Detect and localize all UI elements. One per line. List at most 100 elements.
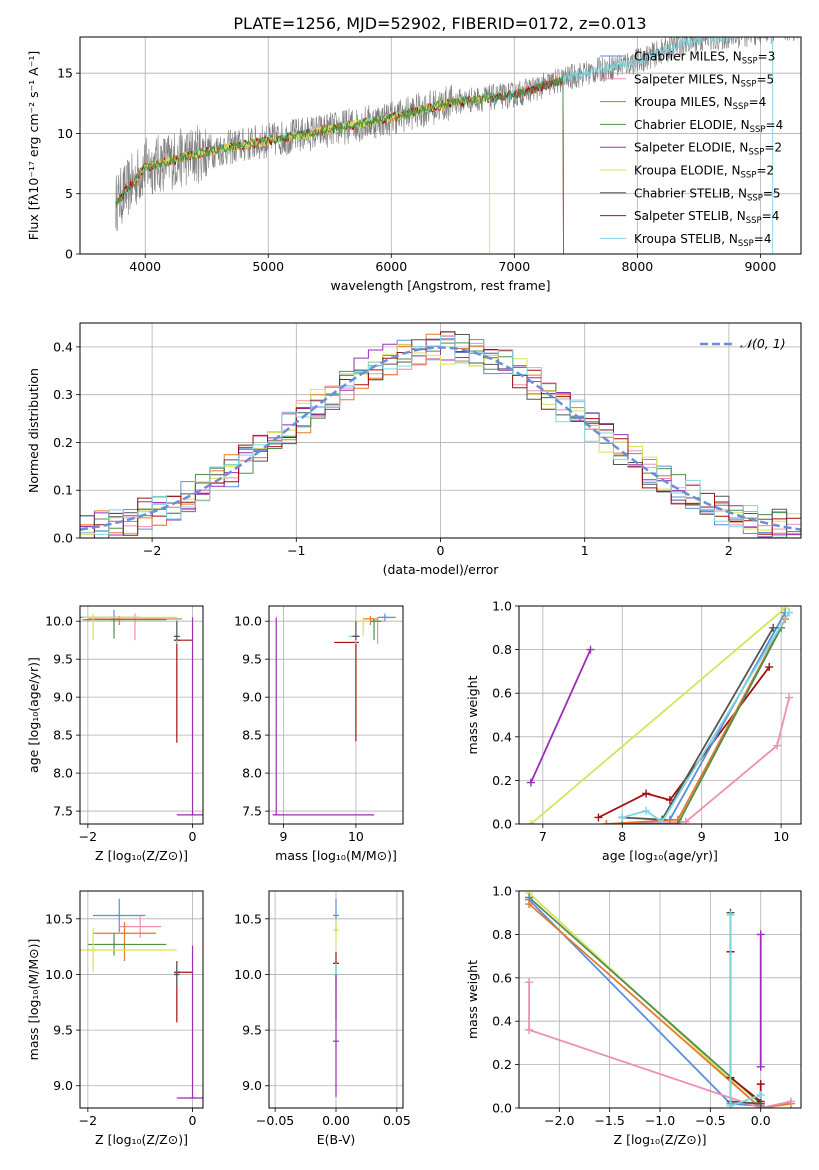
legend-tail: =2 xyxy=(756,164,774,178)
y-axis-label: mass weight xyxy=(465,960,480,1039)
plot-age_vs_mass: 9 10 7.5 8.0 8.5 9.0 9.5 10.0 mass [log₁₀(M/M⊙)] xyxy=(234,605,404,863)
data-point xyxy=(119,915,162,938)
x-tick-label: 6000 xyxy=(375,259,407,274)
legend-entry: Salpeter MILES, NSSP=5 xyxy=(634,72,774,89)
x-tick-label: 9 xyxy=(280,829,288,844)
legend-tail: =4 xyxy=(766,118,784,132)
legend-entry: Kroupa STELIB, NSSP=4 xyxy=(634,232,772,249)
series-path xyxy=(622,627,782,824)
series-marker xyxy=(673,820,682,824)
legend-entry: Chabrier STELIB, NSSP=5 xyxy=(634,186,781,203)
series-line xyxy=(525,893,765,1108)
legend-label: Kroupa ELODIE, N xyxy=(634,164,741,178)
plot-area xyxy=(269,606,403,824)
plot-area xyxy=(519,891,801,1108)
y-tick-label: 8.5 xyxy=(53,728,73,743)
series-path xyxy=(729,951,762,1104)
series-marker xyxy=(785,693,794,702)
legend-entry: Kroupa ELODIE, NSSP=2 xyxy=(634,164,774,181)
data-point xyxy=(176,945,203,1099)
y-tick-label: 0.4 xyxy=(492,729,512,744)
y-tick-label: 10 xyxy=(57,126,73,141)
series-marker xyxy=(769,623,778,632)
data-point xyxy=(82,617,167,639)
x-tick-label: 2 xyxy=(725,543,733,558)
series-path xyxy=(530,607,786,824)
plot-area xyxy=(269,891,403,1108)
x-tick-label: −1 xyxy=(287,543,305,558)
y-tick-label: 10.0 xyxy=(234,614,262,629)
plot-weight_vs_z: −2.0 −1.5 −1.0 −0.5 0.0 0.0 0.2 0.4 0.6 0.8 1.0 Z [… xyxy=(465,884,802,1147)
x-tick-label: 0 xyxy=(189,1113,197,1128)
series-marker xyxy=(785,608,794,617)
y-tick-label: 9.5 xyxy=(242,652,262,667)
series-marker xyxy=(756,1080,765,1089)
x-tick-label: 1 xyxy=(581,543,589,558)
y-tick-label: 0.6 xyxy=(492,970,512,985)
grid xyxy=(80,37,801,254)
plot-area xyxy=(80,37,801,254)
y-tick-label: 0.2 xyxy=(492,773,512,788)
data-point xyxy=(333,918,339,947)
data-point xyxy=(370,618,382,641)
axes-frame xyxy=(79,36,802,255)
series-line xyxy=(618,608,794,824)
x-tick-label: 0.0 xyxy=(751,1113,771,1128)
axes-frame xyxy=(518,605,802,825)
grid xyxy=(519,606,801,824)
x-tick-label: 9 xyxy=(698,829,706,844)
x-tick-label: 10 xyxy=(773,829,789,844)
y-tick-label: 0.2 xyxy=(492,1057,512,1072)
x-tick-label: 9000 xyxy=(744,259,776,274)
plot-mass_vs_ebv: −0.05 0.00 0.05 9.0 9.5 10.0 10.5 E(B-V) xyxy=(234,890,411,1147)
y-tick-label: 9.0 xyxy=(53,690,73,705)
series-marker xyxy=(642,789,651,798)
series-marker xyxy=(594,813,603,822)
x-tick-label: −1.0 xyxy=(645,1113,675,1128)
x-axis-label: Z [log₁₀(Z/Z⊙)] xyxy=(614,1132,707,1147)
legend-tail: =4 xyxy=(754,232,772,246)
legend-tail: =3 xyxy=(758,50,776,64)
y-tick-label: 0 xyxy=(65,247,73,262)
y-tick-label: 7.5 xyxy=(242,804,262,819)
y-tick-label: 10.0 xyxy=(45,614,73,629)
y-axis-label: age [log₁₀(age/yr)] xyxy=(26,657,41,773)
x-tick-label: 10 xyxy=(348,829,364,844)
y-tick-label: 9.0 xyxy=(242,690,262,705)
model-line xyxy=(115,75,564,254)
series-marker xyxy=(525,900,534,909)
legend-sub: SSP xyxy=(733,102,749,112)
data-point xyxy=(355,617,371,637)
series-marker xyxy=(726,910,735,919)
series-marker xyxy=(765,663,774,672)
y-tick-label: 8.0 xyxy=(53,766,73,781)
plot-weight_vs_age: 7 8 9 10 0.0 0.2 0.4 0.6 0.8 1.0 age [log₁₀(age/yr… xyxy=(465,599,802,863)
y-axis-label: mass [log₁₀(M/M⊙)] xyxy=(26,939,41,1061)
legend: Chabrier MILES, N SSP =3 Salpeter MILES, NS… xyxy=(600,50,783,249)
series-marker xyxy=(657,817,666,824)
series-marker xyxy=(526,778,535,787)
x-tick-label: 0.05 xyxy=(383,1113,411,1128)
legend-entry: Kroupa MILES, NSSP=4 xyxy=(634,95,766,112)
y-tick-label: 15 xyxy=(57,66,73,81)
y-tick-label: 10.0 xyxy=(45,967,73,982)
series-marker xyxy=(602,820,611,824)
y-tick-label: 1.0 xyxy=(492,884,512,899)
data-point xyxy=(173,621,180,641)
legend-sub: SSP xyxy=(748,148,764,158)
series-marker xyxy=(773,741,782,750)
x-tick-label: 5000 xyxy=(252,259,284,274)
series-path xyxy=(622,612,790,824)
y-axis-label: Normed distribution xyxy=(26,368,41,493)
series-marker xyxy=(681,817,690,824)
data-point xyxy=(377,613,396,622)
legend-tail: =2 xyxy=(764,141,782,155)
legend-label: Chabrier MILES, N xyxy=(634,50,742,64)
data-point xyxy=(82,613,177,641)
y-tick-label: 8.0 xyxy=(242,766,262,781)
series-marker xyxy=(618,813,627,822)
histogram-steps xyxy=(80,343,801,538)
series-path xyxy=(729,914,762,1108)
y-tick-label: 0.4 xyxy=(53,339,73,354)
